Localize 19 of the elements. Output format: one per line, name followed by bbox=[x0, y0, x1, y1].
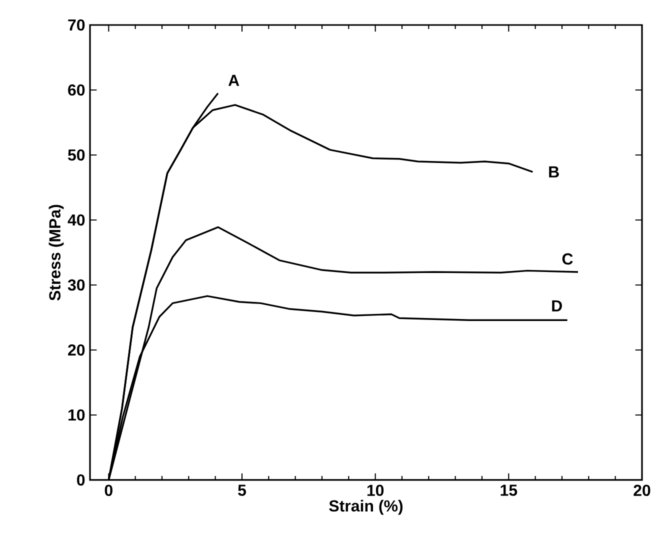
y-axis-title: Stress (MPa) bbox=[48, 204, 64, 300]
y-tick-label: 50 bbox=[68, 149, 85, 161]
y-tick-label: 30 bbox=[68, 279, 85, 291]
x-tick-label: 10 bbox=[367, 484, 384, 496]
y-tick-label: 40 bbox=[68, 214, 85, 226]
series-label: B bbox=[549, 166, 559, 178]
x-axis-title: Strain (%) bbox=[329, 500, 403, 515]
series-label: D bbox=[552, 300, 562, 312]
x-tick-label: 20 bbox=[634, 484, 650, 496]
x-tick-label: 5 bbox=[238, 484, 246, 496]
series-label: A bbox=[228, 74, 240, 86]
x-tick-label: 0 bbox=[104, 484, 112, 496]
x-tick-label: 15 bbox=[500, 484, 518, 496]
y-tick-label: 20 bbox=[68, 344, 85, 356]
y-tick-label: 60 bbox=[68, 84, 85, 96]
y-tick-label: 70 bbox=[68, 19, 85, 31]
y-tick-label: 0 bbox=[77, 474, 85, 486]
series-label: C bbox=[562, 253, 573, 265]
y-tick-label: 10 bbox=[68, 409, 85, 421]
